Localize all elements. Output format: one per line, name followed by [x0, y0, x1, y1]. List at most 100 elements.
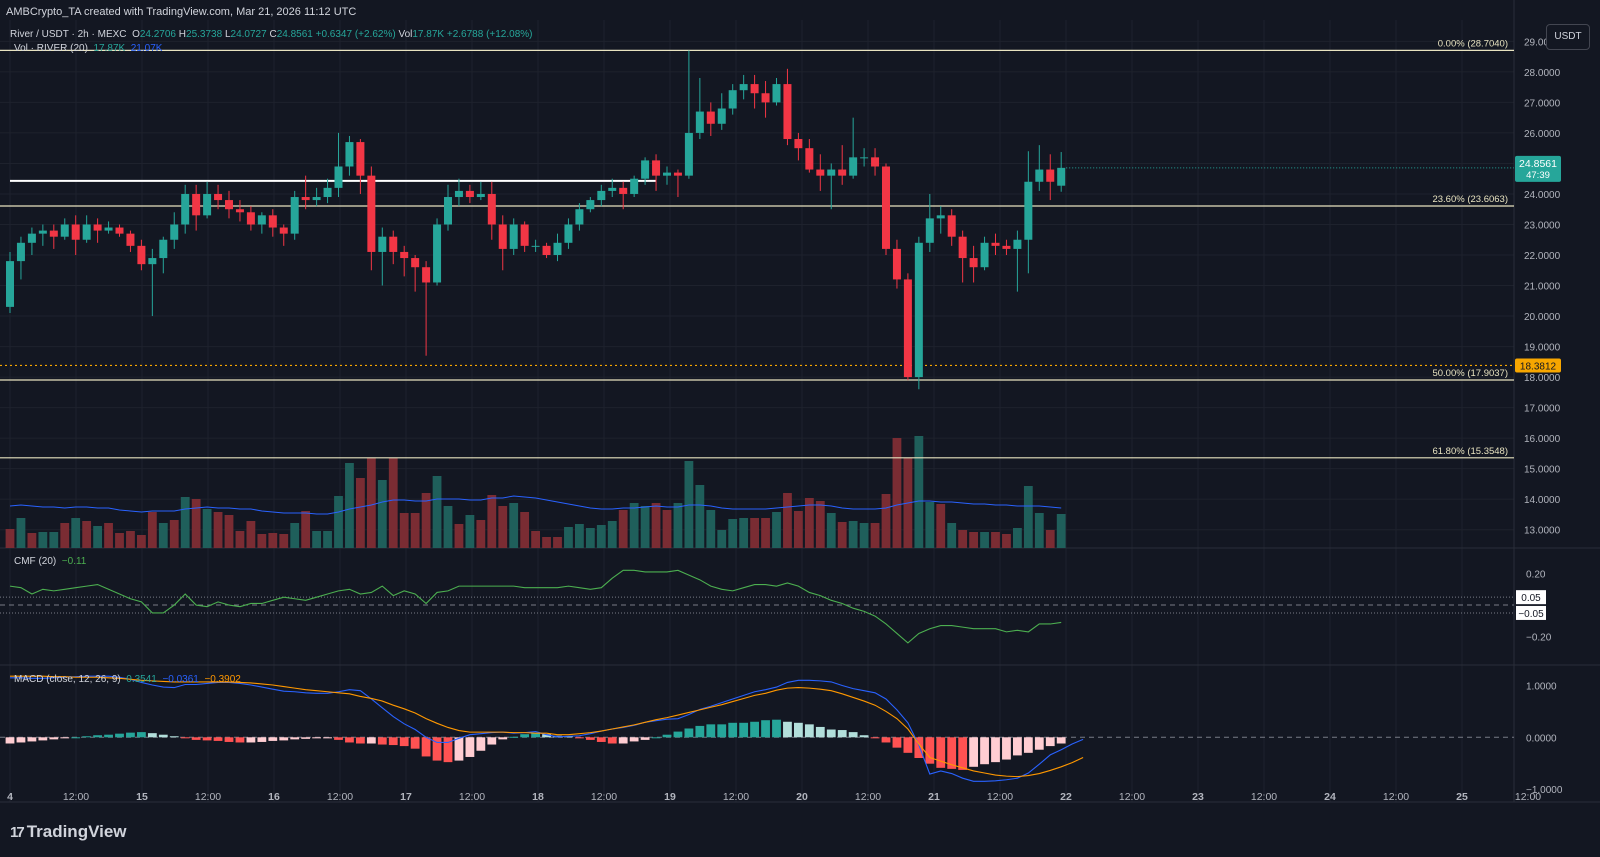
time-tick-label: 12:00 [855, 791, 881, 803]
volume-bar [826, 513, 836, 548]
macd-histogram-bar [618, 737, 628, 744]
volume-bar [38, 532, 48, 548]
macd-histogram-bar [804, 724, 814, 738]
volume-bar [432, 476, 442, 548]
macd-histogram-bar [16, 737, 26, 743]
price-tick-label: 16.0000 [1524, 434, 1561, 445]
dotted-level-value: 18.3812 [1520, 361, 1557, 372]
macd-histogram-bar [5, 737, 15, 744]
macd-histogram-bar [191, 737, 201, 740]
volume-bar [366, 458, 376, 548]
volume-bar [137, 535, 146, 548]
volume-bar [695, 485, 705, 548]
candle-body [750, 84, 759, 94]
macd-histogram-bar [1023, 737, 1033, 753]
candle-body [958, 236, 967, 259]
candle-body [1013, 239, 1022, 249]
macd-legend-label[interactable]: MACD (close, 12, 26, 9) [14, 674, 121, 685]
time-tick-label: 12:00 [195, 791, 221, 803]
price-tick-label: 17.0000 [1524, 404, 1561, 415]
volume-bar [761, 518, 770, 548]
candle-body [203, 193, 212, 216]
volume-bar [126, 531, 135, 548]
macd-histogram-bar [356, 737, 365, 744]
volume-legend-label[interactable]: Vol · RIVER (20) [14, 43, 88, 54]
candle-body [214, 193, 223, 201]
time-tick-label: 18 [532, 791, 544, 803]
volume-bar [191, 499, 201, 548]
price-tick-label: 22.0000 [1524, 251, 1561, 262]
candle-body [509, 224, 518, 249]
candle-body [761, 93, 770, 103]
candle-body [115, 227, 124, 234]
time-tick-label: 12:00 [987, 791, 1013, 803]
volume-bars [5, 436, 1066, 548]
candle-body [947, 215, 956, 237]
price-tick-label: 19.0000 [1524, 343, 1561, 354]
candle-body [597, 190, 606, 201]
candle-body [630, 178, 639, 194]
macd-histogram-bar [947, 737, 957, 769]
cmf-level-tag [1516, 590, 1546, 605]
candle-body [772, 84, 781, 103]
volume-bar [925, 502, 935, 548]
symbol-name[interactable]: River / USDT · 2h · MEXC [10, 29, 127, 40]
candle-body [334, 166, 343, 188]
volume-bar [27, 533, 37, 548]
volume-bar [301, 511, 311, 548]
currency-unit-button[interactable]: USDT [1546, 24, 1590, 50]
candle-body [1057, 167, 1066, 186]
macd-histogram-bar [575, 737, 584, 739]
volume-bar [60, 523, 70, 548]
macd-histogram-bar [421, 737, 431, 757]
candle-body [991, 242, 1000, 246]
candle-body [892, 248, 901, 280]
macd-histogram-bar [969, 737, 978, 767]
candle-body [816, 169, 825, 176]
macd-histogram-bar [137, 732, 146, 738]
candles [6, 50, 1066, 390]
candle-body [422, 267, 431, 283]
volume-bar [991, 532, 1000, 548]
tradingview-logo[interactable]: 17 TradingView [10, 822, 127, 842]
candle-body [1024, 181, 1033, 240]
volume-bar [180, 497, 190, 548]
candle-body [531, 245, 540, 247]
candle-body [739, 84, 748, 91]
volume-bar [410, 513, 420, 548]
volume-bar [147, 512, 157, 548]
macd-histogram-bar [958, 737, 968, 770]
macd-histogram-bar [695, 725, 705, 738]
time-tick-label: 20 [796, 791, 808, 803]
candle-body [542, 245, 551, 256]
volume-bar [82, 521, 92, 548]
cmf-legend-label[interactable]: CMF (20) [14, 556, 57, 567]
macd-histogram-bar [399, 737, 409, 747]
volume-bar [1034, 513, 1044, 548]
candle-body [575, 209, 584, 225]
volume-bar [443, 506, 453, 548]
volume-bar [936, 504, 946, 548]
volume-bar [542, 537, 551, 548]
macd-histogram-bar [684, 728, 694, 738]
macd-histogram-bar [859, 735, 869, 738]
volume-bar [596, 525, 606, 548]
ohlc-change: +0.6347 (+2.62%) [315, 29, 396, 40]
candle-body [6, 261, 14, 307]
candle-body [82, 224, 91, 240]
volume-bar [1002, 534, 1011, 548]
ohlc-l: L24.0727 [224, 29, 267, 40]
time-tick-label: 15 [136, 791, 148, 803]
candle-body [717, 108, 726, 124]
candle-body [871, 157, 880, 167]
candle-body [49, 230, 58, 237]
volume-bar [1023, 486, 1033, 548]
price-tick-label: 26.0000 [1524, 129, 1561, 140]
macd-histogram-bar [980, 737, 989, 765]
price-tick-label: 14.0000 [1524, 495, 1561, 506]
time-tick-label: 4 [7, 791, 13, 803]
macd-tick-label: −1.0000 [1526, 785, 1563, 796]
time-tick-label: 23 [1192, 791, 1204, 803]
last-price-value: 24.8561 [1519, 158, 1557, 170]
